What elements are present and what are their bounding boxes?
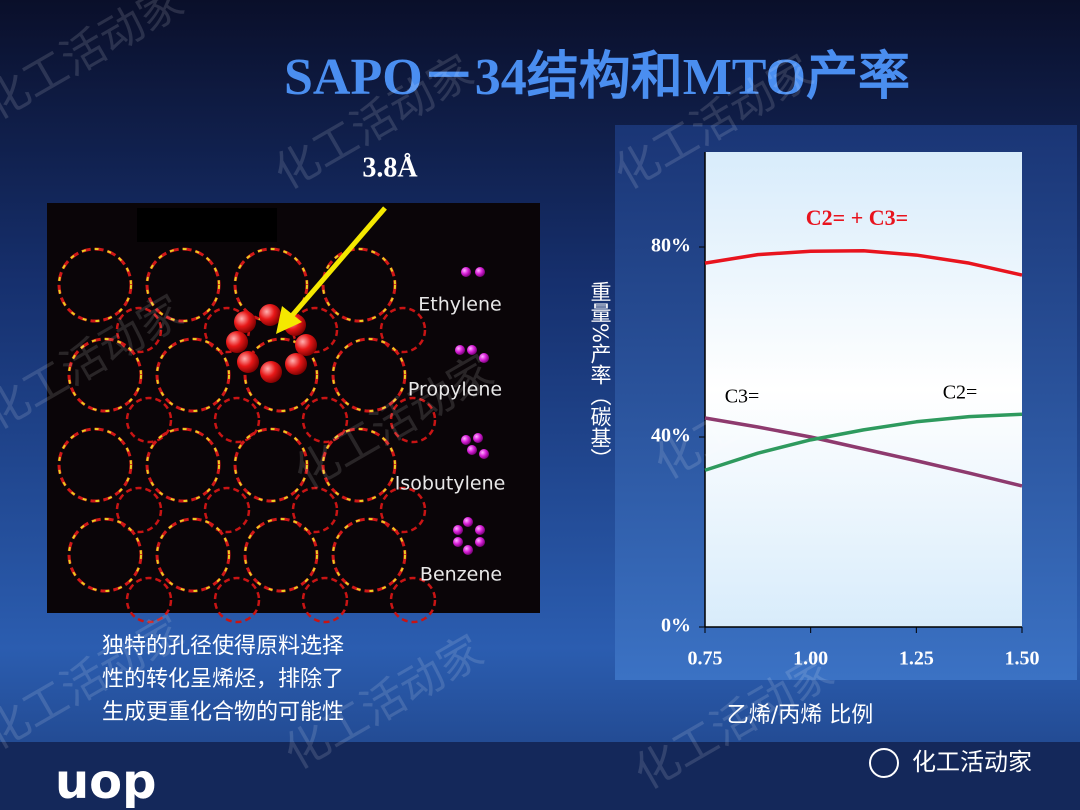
- framework-cage: [389, 576, 437, 624]
- x-tick-label: 1.00: [793, 648, 828, 670]
- framework-cage: [213, 576, 261, 624]
- framework-cage: [146, 248, 220, 322]
- x-tick-label: 1.25: [899, 648, 934, 670]
- framework-cage: [203, 486, 251, 534]
- framework-cage: [379, 486, 427, 534]
- x-axis-label: 乙烯/丙烯 比例: [727, 703, 873, 728]
- y-tick-label: 80%: [651, 235, 691, 257]
- framework-cage: [68, 338, 142, 412]
- framework-cage: [301, 396, 349, 444]
- zeolite-framework: [57, 247, 437, 624]
- logo: uop: [55, 754, 157, 810]
- framework-cage: [332, 518, 406, 592]
- framework-cage: [115, 306, 163, 354]
- framework-cage: [291, 486, 339, 534]
- slide-title: SAPO－34结构和MTO产率: [284, 48, 910, 106]
- framework-cage: [322, 248, 396, 322]
- framework-cage: [244, 518, 318, 592]
- pore-label: 3.8Å: [362, 152, 418, 183]
- framework-cage: [234, 428, 308, 502]
- plot-area: [705, 152, 1022, 627]
- y-axis-label: 重量%产率（碳基）: [588, 281, 612, 469]
- framework-cage: [125, 576, 173, 624]
- x-tick-label: 1.50: [1005, 648, 1040, 670]
- series-label: C2= + C3=: [806, 205, 908, 230]
- y-tick-label: 0%: [661, 615, 691, 637]
- molecule-label: Isobutylene: [395, 473, 506, 495]
- framework-cage: [146, 428, 220, 502]
- series-line: [704, 412, 1023, 472]
- image-patch: [137, 208, 277, 242]
- molecule-label: Benzene: [420, 564, 502, 586]
- series-line: [704, 416, 1023, 488]
- framework-cage: [58, 428, 132, 502]
- molecule-label: Ethylene: [418, 294, 501, 316]
- framework-cage: [322, 428, 396, 502]
- framework-cage: [301, 576, 349, 624]
- framework-cage: [332, 338, 406, 412]
- x-tick-label: 0.75: [688, 648, 723, 670]
- framework-cage: [68, 518, 142, 592]
- framework-cage: [213, 396, 261, 444]
- framework-cage: [379, 306, 427, 354]
- framework-cage: [156, 338, 230, 412]
- framework-cage: [115, 486, 163, 534]
- series-label: C3=: [725, 386, 760, 408]
- series-label: C2=: [943, 382, 978, 404]
- pointer-arrow: [276, 206, 387, 334]
- brand-footer: 化工活动家: [912, 748, 1032, 776]
- framework-cage: [156, 518, 230, 592]
- description-line: 性的转化呈烯烃，排除了: [102, 667, 344, 692]
- molecule-icons: [453, 267, 489, 555]
- framework-cage: [234, 248, 308, 322]
- framework-cage: [125, 396, 173, 444]
- series-line: [704, 249, 1023, 277]
- framework-cage: [244, 338, 318, 412]
- footer-band: [0, 742, 1080, 810]
- description-line: 生成更重化合物的可能性: [102, 700, 344, 725]
- framework-cage: [58, 248, 132, 322]
- pore-ring: [226, 304, 317, 383]
- description-line: 独特的孔径使得原料选择: [102, 634, 344, 659]
- molecule-label: Propylene: [408, 379, 502, 401]
- wechat-icon: [869, 748, 899, 778]
- y-tick-label: 40%: [651, 425, 691, 447]
- framework-cage: [291, 306, 339, 354]
- framework-cage: [389, 396, 437, 444]
